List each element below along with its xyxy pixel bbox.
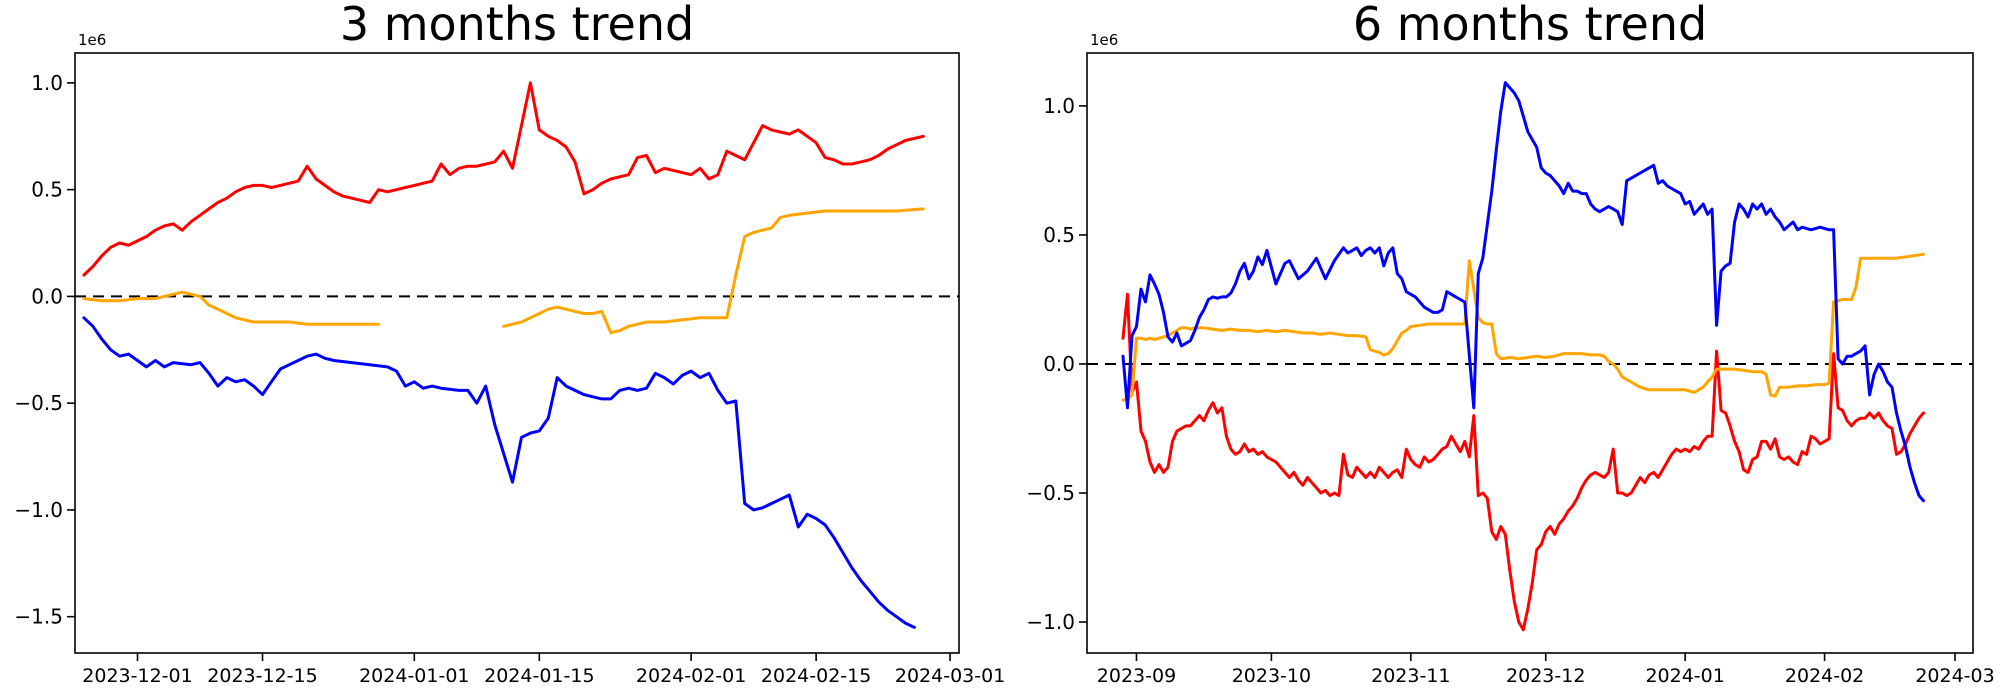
orange-line	[502, 207, 925, 335]
orange-line	[82, 290, 381, 326]
red-line	[1121, 292, 1925, 632]
x-tick-label: 2023-12-15	[207, 665, 317, 687]
y-tick-label: 0.0	[1043, 352, 1075, 376]
y-axis-offset-label-right: 1e6	[1090, 31, 1119, 49]
y-tick-label: 0.5	[31, 178, 63, 202]
axes-spines	[74, 52, 960, 654]
x-tick-label: 2024-03	[1915, 665, 1994, 687]
x-tick-label: 2023-11	[1371, 665, 1450, 687]
x-tick-label: 2024-01-15	[484, 665, 594, 687]
subplot-1: 2023-09 2023-10 2023-11 2023-12 2024-01 2024-…	[1026, 52, 1995, 687]
chart-title-6-months-trend: 6 months trend	[1352, 0, 1708, 51]
chart-title-3-months-trend: 3 months trend	[339, 0, 695, 51]
x-tick-label: 2024-02	[1785, 665, 1864, 687]
blue-line	[1121, 81, 1925, 503]
x-tick-label: 2023-10	[1232, 665, 1311, 687]
x-tick-label: 2024-02-01	[636, 665, 746, 687]
red-line	[82, 81, 925, 277]
orange-line	[1121, 252, 1925, 402]
x-tick-label: 2024-02-15	[761, 665, 871, 687]
y-tick-label: 1.0	[1043, 94, 1075, 118]
y-tick-label: −1.5	[14, 605, 63, 629]
x-tick-label: 2023-12	[1506, 665, 1585, 687]
y-tick-label: −1.0	[14, 498, 63, 522]
x-tick-label: 2023-12-01	[82, 665, 192, 687]
y-tick-label: 0.5	[1043, 223, 1075, 247]
x-tick-label: 2024-01-01	[359, 665, 469, 687]
axes-spines	[1086, 52, 1974, 654]
x-tick-label: 2024-03-01	[895, 665, 1005, 687]
subplot-0: 2023-12-01 2023-12-15 2024-01-01 2024-01-15…	[14, 52, 1005, 687]
y-tick-label: −0.5	[1026, 481, 1075, 505]
y-axis-offset-label-left: 1e6	[78, 31, 107, 49]
x-tick-label: 2023-09	[1097, 665, 1176, 687]
y-tick-label: 1.0	[31, 71, 63, 95]
blue-line	[82, 316, 916, 629]
y-tick-label: −1.0	[1026, 610, 1075, 634]
x-tick-label: 2024-01	[1645, 665, 1724, 687]
y-tick-label: −0.5	[14, 391, 63, 415]
y-tick-label: 0.0	[31, 284, 63, 308]
